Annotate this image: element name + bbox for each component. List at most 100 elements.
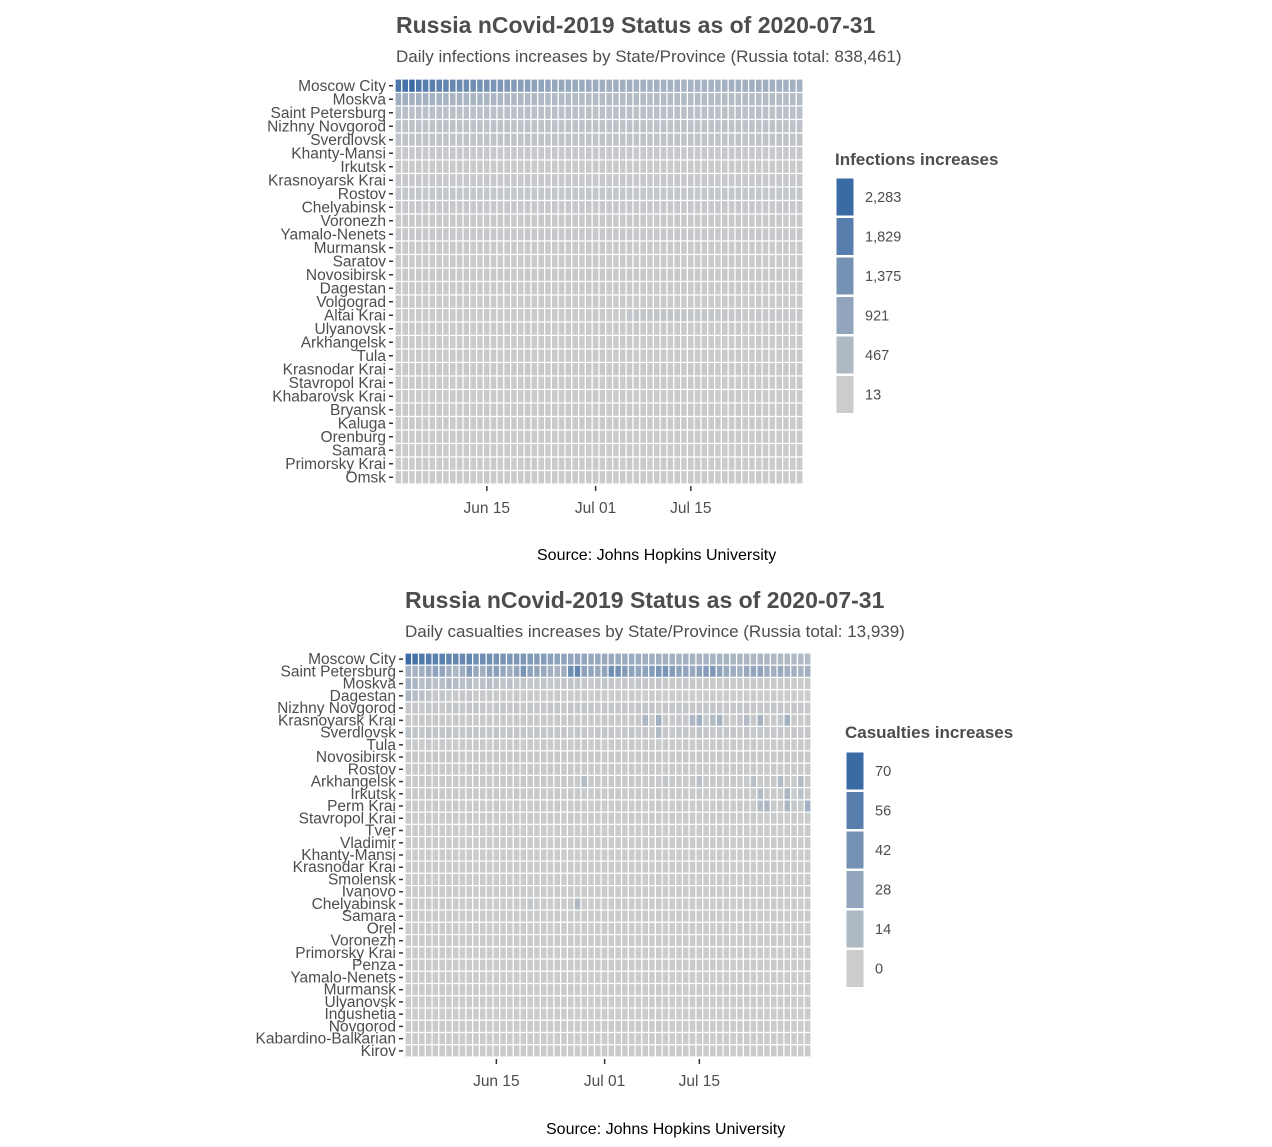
heatmap-tile <box>776 750 785 764</box>
heatmap-tile <box>526 897 535 911</box>
heatmap-tile <box>577 321 586 337</box>
heatmap-tile <box>741 469 750 485</box>
heatmap-tile <box>768 186 777 202</box>
heatmap-tile <box>476 105 485 121</box>
heatmap-tile <box>472 933 481 948</box>
heatmap-tile <box>761 172 770 188</box>
heatmap-tile <box>553 725 562 740</box>
heatmap-tile <box>600 1019 609 1034</box>
heatmap-tile <box>763 885 772 899</box>
heatmap-tile <box>564 375 573 391</box>
heatmap-tile <box>763 970 772 985</box>
heatmap-tile <box>465 909 474 923</box>
heatmap-tile <box>790 774 799 789</box>
y-tick-label: Vladimir <box>340 835 396 852</box>
heatmap-tile <box>584 240 593 256</box>
heatmap-tile <box>681 1007 690 1021</box>
heatmap-tile <box>625 280 634 296</box>
heatmap-tile <box>445 823 453 838</box>
heatmap-tile <box>550 253 559 269</box>
heatmap-tile <box>516 442 525 458</box>
heatmap-tile <box>482 253 491 269</box>
heatmap-tile <box>754 280 763 296</box>
heatmap-tile <box>573 701 582 715</box>
heatmap-tile <box>451 885 460 899</box>
heatmap-tile <box>796 799 805 813</box>
heatmap-tile <box>795 280 804 296</box>
y-tick-label: Primorsky Krai <box>285 456 386 473</box>
heatmap-tile <box>571 307 580 323</box>
heatmap-tile <box>465 982 474 997</box>
heatmap-tile <box>593 897 602 911</box>
heatmap-tile <box>465 970 474 985</box>
heatmap-tile <box>735 1007 744 1021</box>
heatmap-tile <box>729 762 738 777</box>
heatmap-tile <box>496 172 505 188</box>
heatmap-tile <box>510 78 519 94</box>
heatmap-tile <box>414 267 423 283</box>
heatmap-tile <box>438 762 447 777</box>
heatmap-tile <box>708 970 717 985</box>
heatmap-tile <box>756 1019 765 1034</box>
heatmap-tile <box>435 172 444 188</box>
casualties-chart-panel: Russia nCovid-2019 Status as of 2020-07-… <box>0 575 1272 1147</box>
heatmap-tile <box>451 823 460 838</box>
heatmap-tile <box>735 664 744 679</box>
heatmap-tile <box>632 186 641 202</box>
heatmap-tile <box>776 897 785 911</box>
heatmap-tile <box>577 226 586 242</box>
heatmap-tile <box>607 921 616 936</box>
heatmap-tile <box>688 811 697 825</box>
heatmap-tile <box>763 811 772 825</box>
heatmap-tile <box>600 933 609 948</box>
heatmap-tile <box>634 970 643 985</box>
heatmap-tile <box>783 909 792 923</box>
heatmap-tile <box>768 321 777 337</box>
heatmap-tile <box>673 186 682 202</box>
heatmap-tile <box>776 860 785 874</box>
heatmap-tile <box>708 713 717 728</box>
heatmap-tile <box>573 897 582 911</box>
heatmap-tile <box>666 186 675 202</box>
heatmap-tile <box>455 240 464 256</box>
heatmap-tile <box>618 159 627 175</box>
heatmap-tile <box>605 375 614 391</box>
heatmap-tile <box>600 970 609 985</box>
heatmap-tile <box>618 334 627 350</box>
heatmap-tile <box>523 199 532 215</box>
heatmap-tile <box>659 186 668 202</box>
heatmap-tile <box>614 774 623 789</box>
heatmap-tile <box>734 240 743 256</box>
heatmap-tile <box>627 676 636 691</box>
heatmap-tile <box>781 307 790 323</box>
heatmap-tile <box>526 738 535 752</box>
heatmap-tile <box>729 713 738 728</box>
heatmap-tile <box>566 689 575 703</box>
heatmap-tile <box>519 787 528 801</box>
heatmap-tile <box>472 995 481 1009</box>
heatmap-tile <box>620 725 629 740</box>
heatmap-tile <box>673 213 682 229</box>
heatmap-tile <box>742 689 751 703</box>
heatmap-tile <box>598 240 607 256</box>
heatmap-tile <box>537 199 546 215</box>
legend-swatch <box>835 375 855 414</box>
heatmap-tile <box>424 995 433 1009</box>
heatmap-tile <box>546 799 555 813</box>
y-tick-label: Altai Krai <box>324 307 386 324</box>
heatmap-tile <box>645 469 654 485</box>
heatmap-tile <box>715 921 724 936</box>
heatmap-tile <box>781 388 790 404</box>
heatmap-tile <box>435 442 444 458</box>
heatmap-tile <box>795 105 804 121</box>
heatmap-tile <box>496 240 505 256</box>
heatmap-tile <box>573 799 582 813</box>
heatmap-tile <box>668 1031 677 1046</box>
heatmap-tile <box>401 469 410 485</box>
heatmap-tile <box>438 799 447 813</box>
heatmap-tile <box>707 456 716 472</box>
heatmap-tile <box>781 361 790 377</box>
heatmap-tile <box>580 958 589 972</box>
heatmap-tile <box>702 811 711 825</box>
heatmap-tile <box>627 725 636 740</box>
